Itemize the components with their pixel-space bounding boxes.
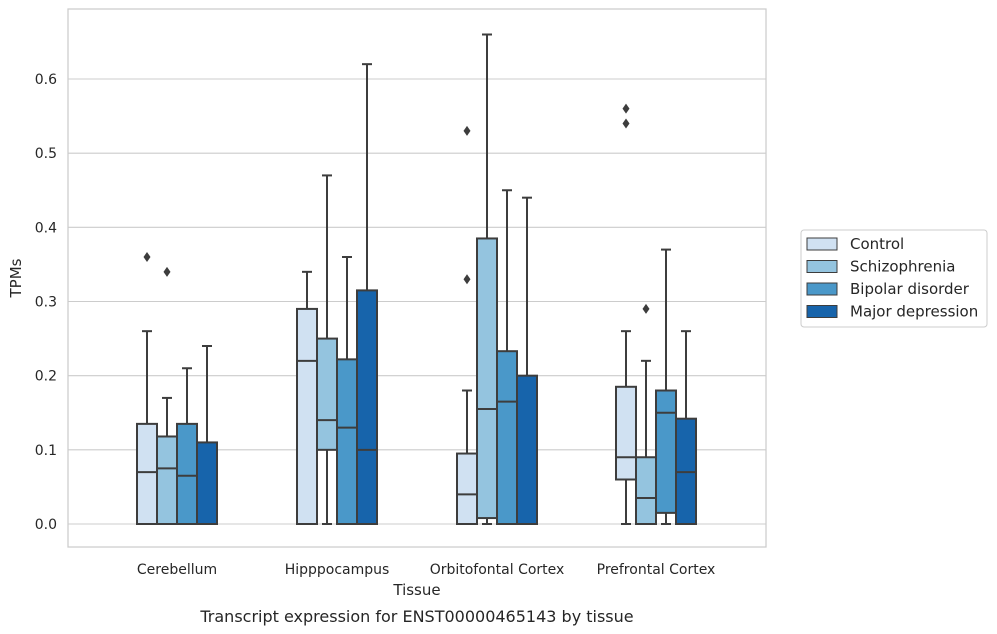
box-control — [296, 270, 318, 525]
box-control — [136, 252, 158, 525]
x-tick-label: Orbitofontal Cortex — [430, 562, 565, 578]
legend-swatch — [806, 282, 838, 296]
box — [156, 435, 178, 526]
box-schizophrenia — [316, 174, 338, 525]
box — [476, 237, 498, 520]
box-schizophrenia — [476, 33, 498, 525]
y-tick-label: 0.0 — [35, 517, 57, 533]
box-bipolar-disorder — [336, 256, 358, 525]
box-schizophrenia — [635, 303, 657, 525]
outlier-point — [622, 103, 630, 114]
box-bipolar-disorder — [176, 367, 198, 525]
box-bipolar-disorder — [496, 189, 518, 526]
box-control — [615, 103, 637, 525]
outlier-point — [463, 274, 471, 285]
outlier-point — [622, 118, 630, 129]
legend-label: Control — [850, 235, 904, 253]
box-major-depression — [516, 196, 538, 525]
x-tick-label: Prefrontal Cortex — [597, 562, 716, 578]
y-tick-labels: 0.0 0.1 0.2 0.3 0.4 0.5 0.6 — [35, 72, 57, 533]
legend-swatch — [806, 260, 838, 273]
legend-swatch — [806, 305, 838, 318]
x-tick-labels: Cerebellum Hipppocampus Orbitofontal Corte… — [137, 562, 715, 578]
box — [296, 307, 318, 525]
legend-label: Major depression — [850, 303, 978, 321]
box — [196, 441, 218, 525]
outlier-point — [143, 252, 151, 262]
box-bipolar-disorder — [655, 248, 677, 525]
legend-swatch — [806, 237, 838, 251]
x-axis-label: Tissue — [392, 581, 440, 599]
box — [176, 422, 198, 525]
chart-caption: Transcript expression for ENST0000046514… — [199, 607, 633, 626]
x-tick-label: Cerebellum — [137, 562, 217, 578]
box-groups — [136, 33, 697, 526]
box — [356, 289, 378, 525]
box — [615, 385, 637, 481]
box — [496, 350, 518, 526]
box — [136, 422, 158, 525]
box — [655, 389, 677, 514]
box-major-depression — [196, 345, 218, 525]
outlier-point — [642, 303, 650, 314]
legend-label: Bipolar disorder — [850, 280, 970, 298]
y-axis-label: TPMs — [7, 258, 25, 298]
legend-frame — [800, 229, 988, 328]
legend: Control Schizophrenia Bipolar disorder Majo… — [800, 229, 988, 328]
legend-label: Schizophrenia — [850, 258, 955, 276]
box — [635, 456, 657, 525]
y-tick-label: 0.1 — [35, 443, 57, 459]
y-tick-label: 0.2 — [35, 369, 57, 385]
box-control — [456, 125, 478, 525]
box-major-depression — [675, 330, 697, 525]
x-tick-label: Hipppocampus — [285, 562, 390, 578]
plot-frame — [67, 8, 767, 548]
box — [456, 452, 478, 525]
y-tick-label: 0.4 — [35, 220, 57, 236]
outlier-point — [463, 125, 471, 136]
outlier-point — [163, 266, 171, 277]
y-tick-label: 0.5 — [35, 146, 57, 162]
y-tick-label: 0.6 — [35, 72, 57, 88]
box-schizophrenia — [156, 266, 178, 526]
box — [336, 358, 358, 525]
box — [516, 374, 538, 525]
box-major-depression — [356, 63, 378, 525]
box — [316, 337, 338, 451]
y-tick-label: 0.3 — [35, 295, 57, 311]
